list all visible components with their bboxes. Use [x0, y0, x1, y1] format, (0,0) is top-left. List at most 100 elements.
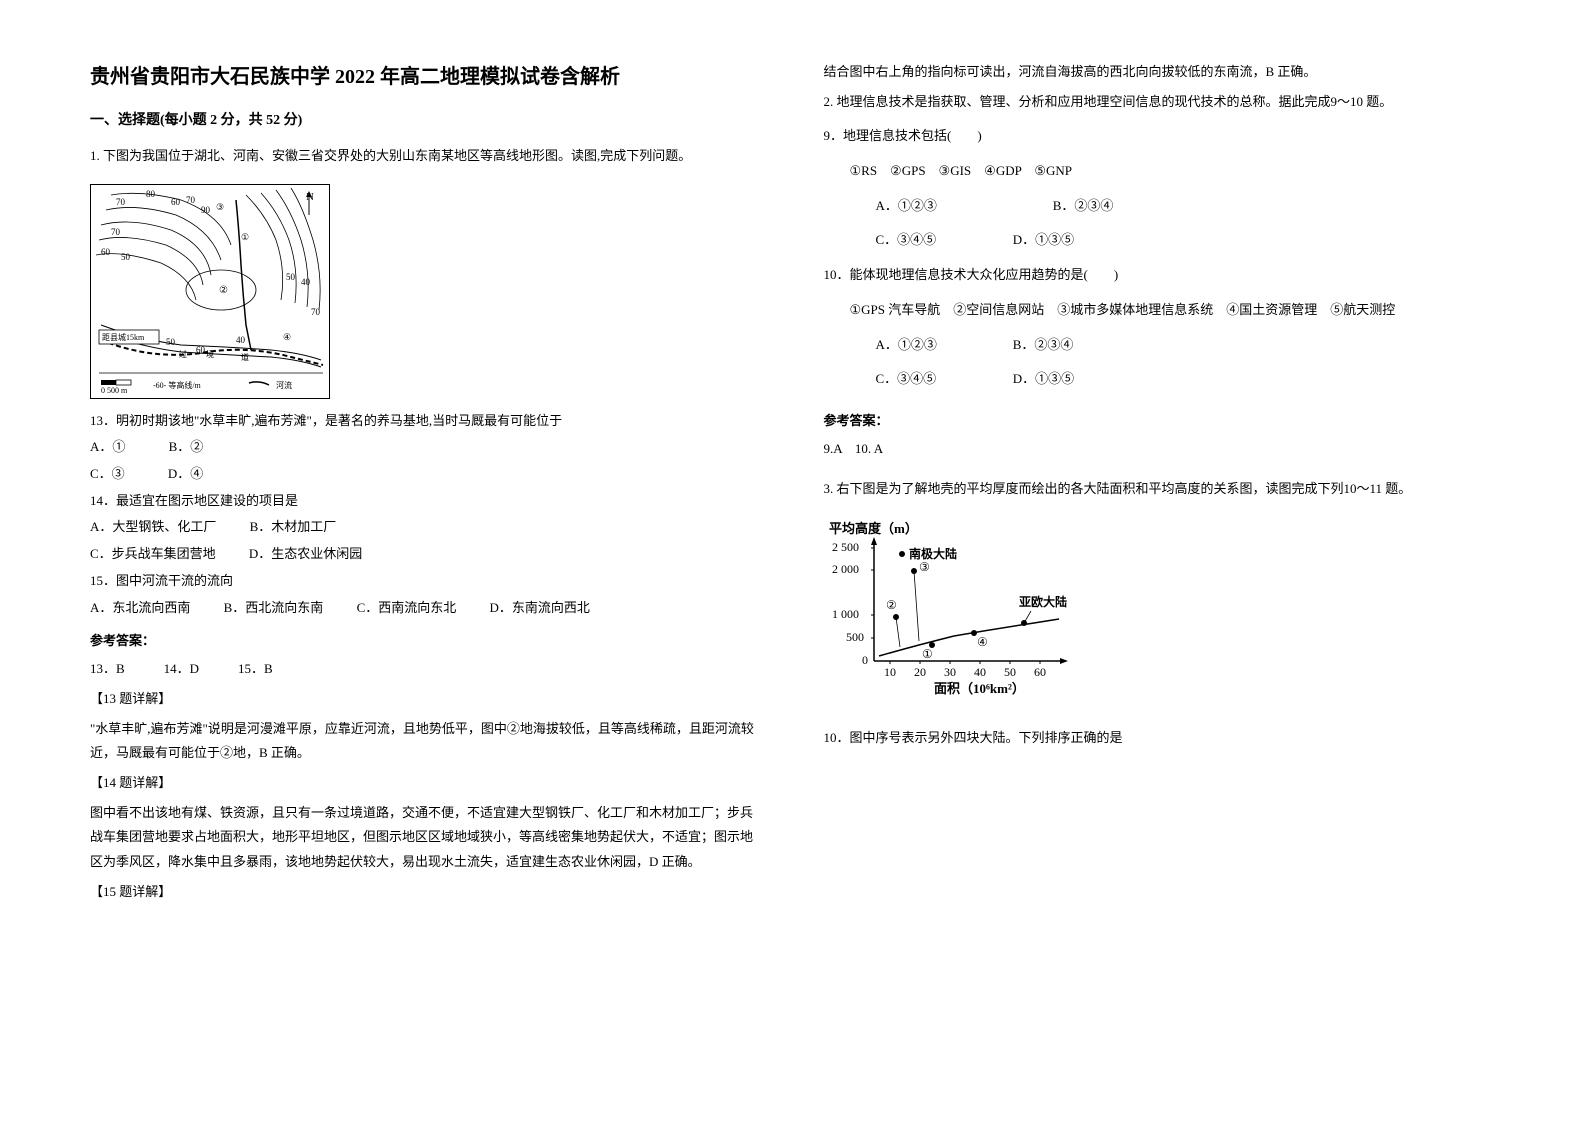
svg-text:80: 80	[146, 189, 156, 199]
svg-text:50: 50	[286, 272, 296, 282]
svg-text:50: 50	[1004, 665, 1016, 679]
q3-stem: 3. 右下图是为了解地壳的平均厚度而绘出的各大陆面积和平均高度的关系图，读图完成…	[824, 477, 1498, 502]
svg-text:距县城15km: 距县城15km	[102, 333, 145, 342]
svg-text:30: 30	[944, 665, 956, 679]
q9-options-list: ①RS ②GPS ③GIS ④GDP ⑤GNP	[824, 159, 1498, 184]
svg-text:40: 40	[301, 277, 311, 287]
q13-opt-b: B．②	[169, 435, 204, 460]
q10-options-ab: A．①②③ B．②③④	[824, 333, 1498, 358]
svg-text:50: 50	[121, 252, 131, 262]
svg-text:60: 60	[196, 345, 206, 355]
q1-stem: 1. 下图为我国位于湖北、河南、安徽三省交界处的大别山东南某地区等高线地形图。读…	[90, 144, 764, 169]
q14-opt-b: B．木材加工厂	[250, 515, 337, 540]
left-column: 贵州省贵阳市大石民族中学 2022 年高二地理模拟试卷含解析 一、选择题(每小题…	[90, 60, 764, 1062]
contour-map-svg: N 70 80 60 70 90 ③	[91, 185, 329, 398]
exp14-header: 【14 题详解】	[90, 771, 764, 796]
q2-stem: 2. 地理信息技术是指获取、管理、分析和应用地理空间信息的现代技术的总称。据此完…	[824, 90, 1498, 115]
q9-opt-c: C．③④⑤	[850, 228, 1010, 253]
svg-text:60: 60	[1034, 665, 1046, 679]
svg-text:70: 70	[311, 307, 321, 317]
q9-options-ab: A．①②③ B．②③④	[824, 194, 1498, 219]
section-header: 一、选择题(每小题 2 分，共 52 分)	[90, 109, 764, 129]
q10-options-list: ①GPS 汽车导航 ②空间信息网站 ③城市多媒体地理信息系统 ④国土资源管理 ⑤…	[824, 298, 1498, 323]
exp15-header: 【15 题详解】	[90, 880, 764, 905]
contour-map-figure: N 70 80 60 70 90 ③	[90, 184, 330, 399]
svg-text:面积（10⁶km²）: 面积（10⁶km²）	[934, 681, 1025, 696]
q13-opt-c: C．③	[90, 462, 125, 487]
svg-text:①: ①	[922, 647, 933, 661]
q10-opt-d: D．①③⑤	[1013, 371, 1074, 386]
svg-text:70: 70	[111, 227, 121, 237]
svg-text:20: 20	[914, 665, 926, 679]
q10-opt-a: A．①②③	[850, 333, 1010, 358]
exp13-header: 【13 题详解】	[90, 687, 764, 712]
svg-text:2 500: 2 500	[832, 540, 859, 554]
answer-header-2: 参考答案：	[824, 410, 1498, 429]
q3-sub10-stem: 10．图中序号表示另外四块大陆。下列排序正确的是	[824, 726, 1498, 751]
exp15-text: 结合图中右上角的指向标可读出，河流自海拔高的西北向向拔较低的东南流，B 正确。	[824, 60, 1498, 85]
q14-options-cd: C．步兵战车集团营地 D．生态农业休闲园	[90, 542, 764, 567]
svg-text:河流: 河流	[276, 380, 292, 390]
svg-text:500: 500	[846, 630, 864, 644]
q13-stem: 13．明初时期该地"水草丰旷,遍布芳滩"，是著名的养马基地,当时马厩最有可能位于	[90, 409, 764, 434]
svg-text:50: 50	[166, 337, 176, 347]
q14-opt-c: C．步兵战车集团营地	[90, 542, 216, 567]
q14-opt-d: D．生态农业休闲园	[249, 542, 362, 567]
svg-text:0: 0	[862, 653, 868, 667]
q15-opt-b: B．西北流向东南	[224, 596, 324, 621]
q9-opt-a: A．①②③	[850, 194, 1050, 219]
svg-text:②: ②	[219, 285, 228, 296]
svg-text:平均高度（m）: 平均高度（m）	[829, 521, 918, 536]
q13-opt-a: A．①	[90, 435, 125, 460]
document-title: 贵州省贵阳市大石民族中学 2022 年高二地理模拟试卷含解析	[90, 60, 764, 89]
svg-text:1 000: 1 000	[832, 607, 859, 621]
q13-opt-d: D．④	[168, 462, 203, 487]
q14-stem: 14．最适宜在图示地区建设的项目是	[90, 489, 764, 514]
svg-text:40: 40	[236, 335, 246, 345]
q9-stem: 9．地理信息技术包括( )	[824, 124, 1498, 149]
answers-2: 9.A 10. A	[824, 437, 1498, 462]
svg-text:③: ③	[216, 202, 224, 212]
svg-text:-60- 等高线/m: -60- 等高线/m	[153, 380, 202, 390]
q13-options-cd: C．③ D．④	[90, 462, 764, 487]
svg-text:②: ②	[886, 598, 897, 612]
svg-text:道: 道	[241, 352, 249, 362]
q9-options-cd: C．③④⑤ D．①③⑤	[824, 228, 1498, 253]
svg-text:10: 10	[884, 665, 896, 679]
svg-text:境: 境	[206, 349, 214, 359]
svg-text:90: 90	[201, 205, 211, 215]
q10-opt-c: C．③④⑤	[850, 367, 1010, 392]
svg-text:③: ③	[919, 560, 930, 574]
q15-opt-a: A．东北流向西南	[90, 596, 190, 621]
q9-opt-d: D．①③⑤	[1013, 232, 1074, 247]
answer-header-1: 参考答案：	[90, 630, 764, 649]
q10-options-cd: C．③④⑤ D．①③⑤	[824, 367, 1498, 392]
q9-opt-b: B．②③④	[1053, 198, 1114, 213]
continent-chart-svg: 平均高度（m） 2 500 2 000 1 000 500 0 10 20 30…	[824, 521, 1094, 701]
svg-text:①: ①	[241, 232, 249, 242]
q14-options-ab: A．大型钢铁、化工厂 B．木材加工厂	[90, 515, 764, 540]
svg-text:60: 60	[171, 197, 181, 207]
svg-text:40: 40	[974, 665, 986, 679]
svg-text:④: ④	[283, 332, 291, 342]
answers-1: 13．B 14．D 15．B	[90, 657, 764, 682]
q10-stem: 10．能体现地理信息技术大众化应用趋势的是( )	[824, 263, 1498, 288]
svg-text:70: 70	[186, 195, 196, 205]
svg-text:亚欧大陆: 亚欧大陆	[1019, 594, 1067, 609]
svg-text:0 500 m: 0 500 m	[101, 386, 128, 395]
q10-opt-b: B．②③④	[1013, 337, 1074, 352]
q15-opt-d: D．东南流向西北	[489, 596, 589, 621]
continent-chart: 平均高度（m） 2 500 2 000 1 000 500 0 10 20 30…	[824, 521, 1094, 701]
q15-opt-c: C．西南流向东北	[357, 596, 457, 621]
svg-text:60: 60	[101, 247, 111, 257]
svg-text:南极大陆: 南极大陆	[909, 546, 957, 561]
exp14-text: 图中看不出该地有煤、铁资源，且只有一条过境道路，交通不便，不适宜建大型钢铁厂、化…	[90, 801, 764, 875]
svg-text:2 000: 2 000	[832, 562, 859, 576]
svg-text:70: 70	[116, 197, 126, 207]
q14-opt-a: A．大型钢铁、化工厂	[90, 515, 216, 540]
q15-stem: 15．图中河流干流的流向	[90, 569, 764, 594]
q13-options-ab: A．① B．②	[90, 435, 764, 460]
svg-text:过: 过	[179, 349, 187, 359]
q15-options: A．东北流向西南 B．西北流向东南 C．西南流向东北 D．东南流向西北	[90, 596, 764, 621]
exp13-text: "水草丰旷,遍布芳滩"说明是河漫滩平原，应靠近河流，且地势低平，图中②地海拔较低…	[90, 717, 764, 766]
